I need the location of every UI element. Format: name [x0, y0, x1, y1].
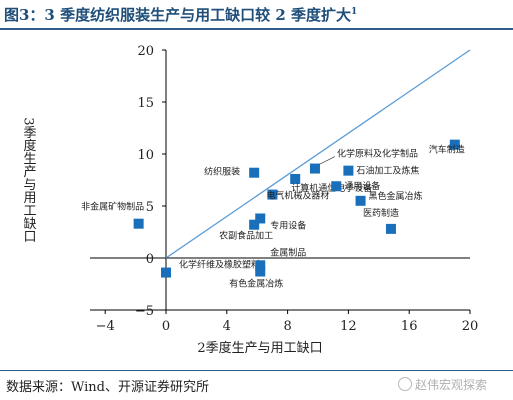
y-tick-label: 5 — [146, 200, 154, 215]
label-leader — [318, 156, 336, 165]
x-tick-label: 4 — [223, 319, 231, 334]
scatter-chart: −4 0 4 8 12 16 20 −5 0 5 10 15 20 2季度生产与用工缺口 3季度生产与用工缺… — [21, 44, 479, 356]
source-note: 数据来源：Wind、开源证券研究所 — [6, 380, 209, 395]
watermark-text: 赵伟宏观探索 — [415, 378, 488, 392]
data-point — [255, 260, 266, 271]
data-point — [385, 223, 396, 234]
y-tick-label: −5 — [135, 304, 154, 319]
wechat-icon — [398, 377, 412, 391]
point-label: 黑色金属冶炼 — [369, 190, 423, 202]
point-label: 通用设备 — [344, 180, 380, 192]
x-tick-label: 8 — [283, 319, 291, 334]
title-bar: 图3：3 季度纺织服装生产与用工缺口较 2 季度扩大1 — [0, 0, 513, 28]
data-point — [355, 195, 366, 206]
y-tick-label: 10 — [137, 148, 154, 163]
data-point — [161, 267, 171, 278]
point-label: 专用设备 — [270, 219, 306, 231]
data-point — [255, 213, 266, 224]
point-label: 农副食品加工 — [219, 230, 273, 242]
x-tick-label: 16 — [401, 319, 418, 334]
point-label: 有色金属冶炼 — [229, 278, 283, 290]
point-label: 非金属矿物制品 — [81, 201, 144, 213]
data-point — [133, 218, 144, 229]
data-point — [290, 173, 301, 184]
x-tick-label: −4 — [96, 319, 115, 334]
title-rule — [0, 28, 513, 30]
x-axis-title: 2季度生产与用工缺口 — [197, 340, 322, 356]
x-tick-label: 0 — [162, 319, 170, 334]
footer-rule — [0, 370, 513, 371]
data-point — [449, 139, 460, 150]
point-label: 医药制造 — [363, 207, 399, 219]
y-tick-label: 15 — [137, 96, 154, 111]
x-tick-label: 20 — [462, 319, 479, 334]
point-label: 电气机械及器材 — [266, 190, 329, 202]
data-point — [343, 165, 354, 176]
data-point — [255, 266, 266, 277]
point-label: 纺织服装 — [204, 166, 240, 178]
point-label: 汽车制造 — [429, 144, 465, 156]
data-point — [309, 163, 320, 174]
data-point — [249, 167, 260, 178]
point-label: 化学原料及化学制品 — [337, 148, 418, 160]
diagonal-line — [165, 49, 471, 259]
point-label: 石油加工及炼焦 — [356, 165, 419, 177]
data-point — [267, 189, 278, 200]
y-axis-title: 3季度生产与用工缺口 — [21, 117, 37, 243]
data-point — [331, 181, 342, 192]
chart-title: 图3：3 季度纺织服装生产与用工缺口较 2 季度扩大1 — [4, 6, 358, 24]
y-tick-label: 20 — [137, 44, 154, 59]
watermark: 赵伟宏观探索 — [398, 376, 487, 393]
y-tick-label: 0 — [146, 252, 154, 267]
data-point — [249, 219, 260, 230]
point-label: 化学纤维及橡胶塑料 — [179, 259, 260, 271]
point-label: 金属制品 — [270, 246, 306, 258]
x-tick-label: 12 — [340, 319, 357, 334]
